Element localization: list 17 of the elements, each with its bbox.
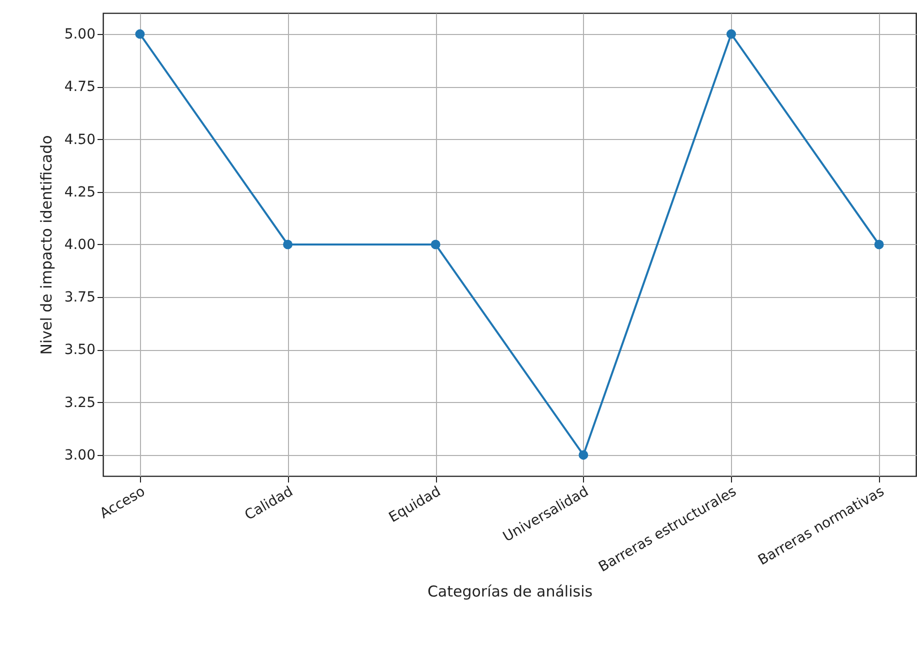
point (430, 240, 440, 250)
point (578, 450, 588, 460)
y-axis-title: Nivel de impacto identificado (37, 135, 56, 355)
y-tick-label: 4.75 (64, 79, 96, 96)
y-tick-label: 5.00 (64, 26, 96, 43)
point (135, 29, 145, 39)
y-tick-label: 3.50 (64, 342, 96, 358)
x-axis-title: Categorías de análisis (427, 582, 593, 601)
point (874, 240, 884, 250)
y-tick-label: 3.25 (64, 394, 96, 411)
y-tick-label: 3.75 (64, 290, 96, 306)
point (726, 29, 736, 39)
y-tick-label: 4.50 (64, 132, 96, 148)
y-tick-label: 3.00 (64, 447, 96, 464)
point (283, 240, 293, 250)
y-tick-label: 4.25 (64, 184, 96, 200)
y-tick-label: 4.00 (64, 237, 96, 253)
